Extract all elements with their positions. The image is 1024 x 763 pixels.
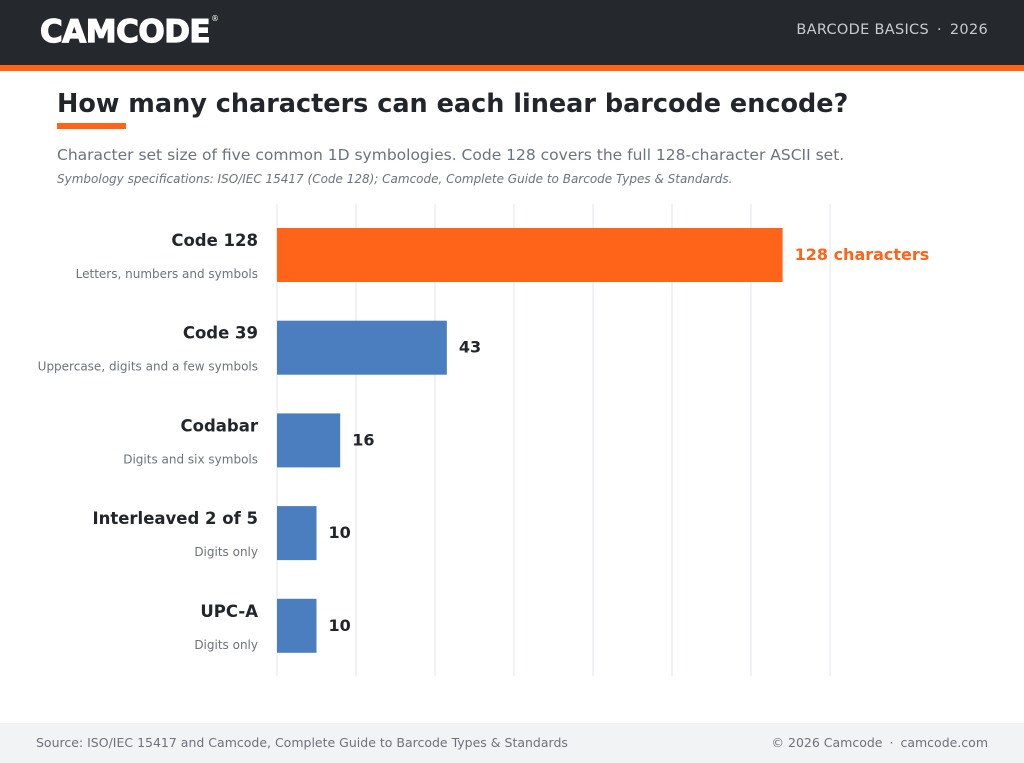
value-label: 10: [329, 523, 351, 542]
category-description: Digits only: [194, 545, 258, 559]
category-description: Digits and six symbols: [123, 452, 258, 466]
section-name: BARCODE BASICS: [796, 22, 929, 38]
category-label: UPC-A: [200, 602, 258, 621]
category-description: Uppercase, digits and a few symbols: [38, 360, 258, 374]
category-label: Code 128: [171, 231, 258, 250]
bar: [277, 320, 447, 375]
footer-credits: © 2026 Camcode · camcode.com: [772, 735, 988, 750]
bar-chart: Code 128 Letters, numbers and symbols 128 …: [38, 204, 930, 676]
category-label: Interleaved 2 of 5: [92, 509, 258, 528]
footer-site-link[interactable]: camcode.com: [900, 735, 988, 750]
bar: [277, 598, 317, 653]
accent-stripe: [0, 65, 1024, 71]
chart-subtitle: Character set size of five common 1D sym…: [57, 146, 845, 164]
bar: [277, 413, 341, 468]
header-separator: ·: [936, 22, 942, 38]
footer-copyright: © 2026 Camcode: [771, 735, 883, 750]
value-label: 128 characters: [795, 245, 930, 264]
footer: Source: ISO/IEC 15417 and Camcode, Compl…: [0, 723, 1024, 763]
footer-separator: ·: [889, 735, 894, 750]
registered-mark: ®: [211, 14, 219, 23]
category-description: Letters, numbers and symbols: [76, 267, 258, 281]
category-description: Digits only: [194, 638, 258, 652]
top-bar: CAMCODE ® BARCODE BASICS · 2026: [0, 0, 1024, 65]
header-section-label: BARCODE BASICS · 2026: [796, 22, 988, 38]
page-title: How many characters can each linear barc…: [57, 89, 849, 119]
camcode-logo[interactable]: CAMCODE: [39, 13, 211, 50]
category-label: Code 39: [183, 324, 258, 343]
chart-note: Symbology specifications: ISO/IEC 15417 …: [57, 172, 733, 186]
footer-source: Source: ISO/IEC 15417 and Camcode, Compl…: [36, 735, 568, 750]
header-year: 2026: [949, 22, 988, 38]
bar: [277, 228, 783, 282]
value-label: 10: [329, 616, 351, 635]
title-underline: [57, 123, 126, 129]
value-label: 16: [352, 430, 374, 449]
value-label: 43: [459, 338, 481, 357]
bar: [277, 506, 317, 561]
category-label: Codabar: [181, 416, 259, 435]
